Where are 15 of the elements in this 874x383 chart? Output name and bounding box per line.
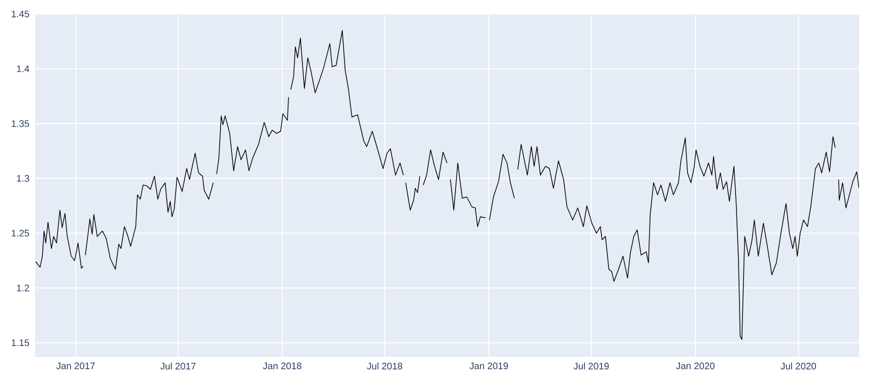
- y-tick-label: 1.4: [17, 66, 30, 72]
- x-tick-label: Jan 2018: [262, 362, 302, 370]
- x-tick-label: Jul 2019: [574, 362, 609, 370]
- x-tick-label: Jan 2020: [676, 362, 715, 370]
- x-tick-label: Jan 2019: [470, 362, 508, 370]
- x-tick-label: Jul 2017: [160, 362, 196, 370]
- y-tick-label: 1.15: [12, 339, 30, 346]
- y-tick-label: 1.2: [17, 284, 30, 292]
- x-tick-label: Jul 2018: [367, 362, 402, 370]
- y-tick-label: 1.3: [17, 175, 30, 182]
- y-tick-label: 1.25: [12, 230, 30, 237]
- x-tick-label: Jan 2017: [56, 362, 95, 370]
- y-tick-label: 1.45: [12, 10, 30, 18]
- y-tick-label: 1.35: [12, 120, 30, 127]
- x-tick-label: Jul 2020: [780, 362, 816, 370]
